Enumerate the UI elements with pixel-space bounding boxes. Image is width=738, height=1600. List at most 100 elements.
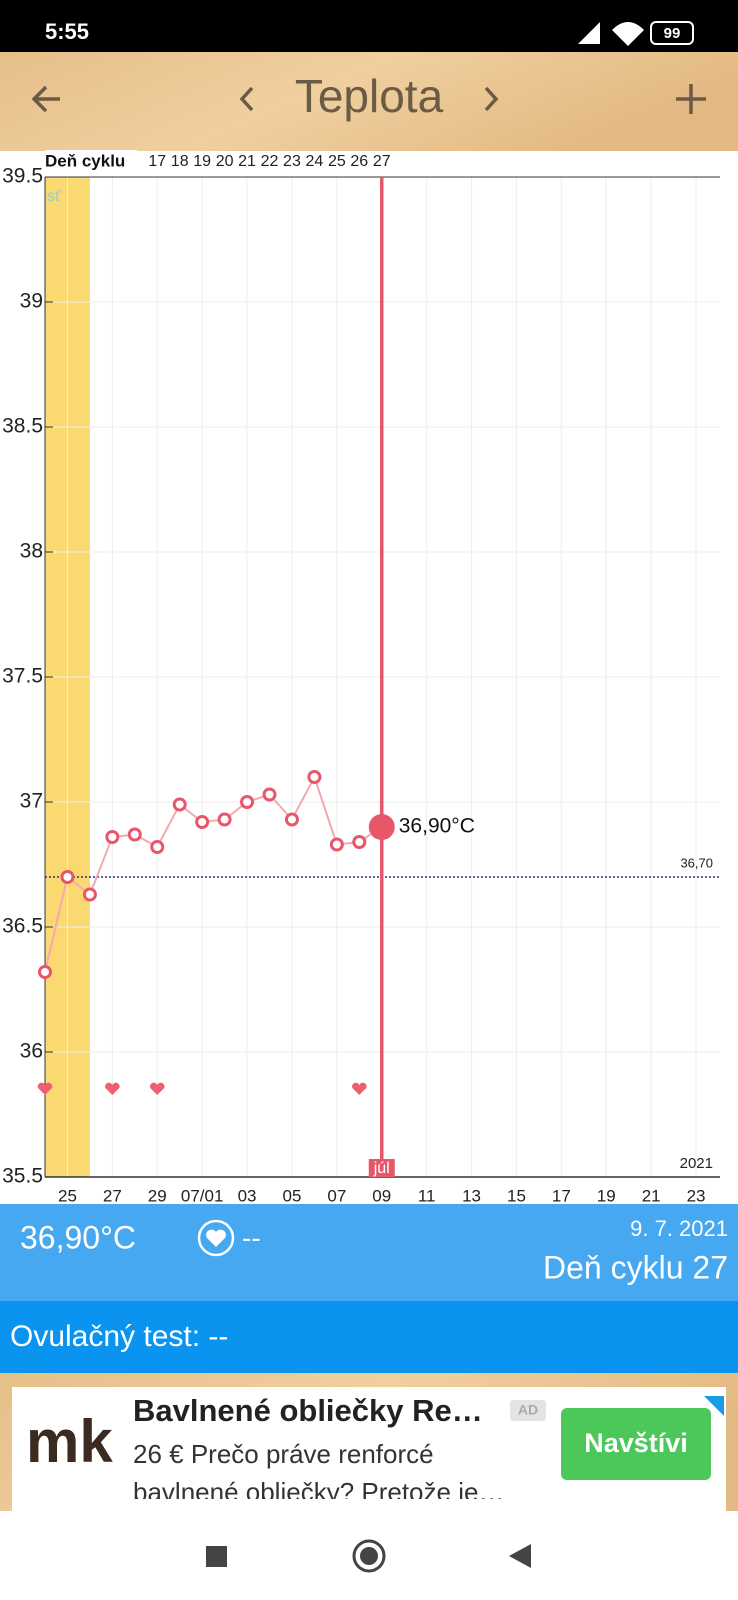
heart-glyph (206, 1229, 226, 1247)
temperature: 36,90°C (20, 1219, 136, 1255)
y-tick-label: 36.5 (2, 915, 43, 938)
recents-button[interactable] (206, 1546, 227, 1567)
home-button[interactable] (352, 1539, 386, 1573)
date: 9. 7. 2021 (630, 1216, 728, 1241)
y-tick-label: 39 (20, 290, 43, 313)
cycle-day-label: 23 (283, 153, 301, 170)
x-tick-label: 21 (642, 1186, 661, 1205)
x-tick-label: 15 (507, 1186, 526, 1205)
temperature-line (44, 774, 383, 973)
y-tick-label: 37 (20, 790, 43, 813)
temperature-point (82, 887, 97, 902)
cycle-day-label: 26 (350, 153, 368, 170)
intercourse-marker (351, 1082, 367, 1095)
x-tick-label: 17 (552, 1186, 571, 1205)
y-tick-label: 39.5 (2, 165, 43, 188)
y-tick-label: 38 (20, 540, 43, 563)
temperature-point (307, 770, 322, 784)
x-tick-label: 05 (282, 1186, 301, 1205)
value-label: 36,90°C (399, 815, 475, 838)
ad-button[interactable] (561, 1408, 711, 1480)
back-nav-button[interactable] (509, 1544, 531, 1568)
y-tick-label: 35.5 (2, 1165, 43, 1188)
period-label: sť (47, 188, 62, 205)
x-tick-label: 19 (597, 1186, 616, 1205)
ovulation-test: Ovulačný test: -- (10, 1320, 228, 1353)
year-label: 2021 (680, 1155, 713, 1172)
intercourse-marker (149, 1082, 165, 1095)
temperature-point (240, 795, 255, 809)
x-tick-label: 07/01 (181, 1186, 224, 1205)
ad-text-2: bavlnené obliečky? Pretože je… (133, 1477, 504, 1507)
reference-label: 36,70 (680, 855, 713, 870)
x-tick-label: 09 (372, 1186, 391, 1205)
ad-logo: mk (26, 1408, 113, 1475)
intercourse-marker (105, 1082, 120, 1095)
intercourse: -- (242, 1222, 261, 1253)
temperature-point (150, 840, 165, 854)
battery (650, 21, 694, 45)
x-tick-label: 13 (462, 1186, 481, 1205)
cycle-day-label: 24 (306, 153, 324, 170)
cycle-day-label: 18 (171, 153, 189, 170)
wifi-icon (612, 22, 644, 46)
temperature-point (105, 830, 120, 844)
ad-button-label: Navštívi (584, 1428, 688, 1458)
heart-icon (197, 1219, 235, 1257)
x-tick-label: 29 (148, 1186, 167, 1205)
ovulation-bar[interactable] (0, 1301, 738, 1373)
y-tick-label: 38.5 (2, 415, 43, 438)
cycle-day-label: 27 (373, 153, 391, 170)
month-label: júl (373, 1160, 390, 1177)
ad-badge: AD (518, 1402, 538, 1418)
status-bar (0, 0, 738, 52)
ad-title: Bavlnené obliečky Re… (133, 1393, 483, 1428)
x-tick-label: 03 (238, 1186, 257, 1205)
prev-button[interactable] (239, 86, 254, 112)
cycle-day-label: 22 (261, 153, 279, 170)
cycle-day-label: 17 (148, 153, 166, 170)
add-button[interactable] (676, 84, 706, 114)
cycle-day-label: 20 (216, 153, 234, 170)
signal-icon (578, 22, 600, 44)
ad-text-1: 26 € Prečo práve renforcé (133, 1439, 434, 1469)
y-tick-label: 36 (20, 1040, 43, 1063)
temperature-point (60, 870, 75, 884)
y-tick-label: 37.5 (2, 665, 43, 688)
temperature-point (127, 827, 142, 842)
x-tick-label: 11 (418, 1186, 436, 1205)
screen-title: Teplota (295, 70, 444, 122)
app-bar (0, 52, 738, 151)
back-button[interactable] (31, 85, 60, 113)
cycle-day-title: Deň cyklu (45, 151, 125, 170)
x-tick-label: 23 (687, 1186, 706, 1205)
temperature-point (217, 812, 232, 827)
x-tick-label: 07 (327, 1186, 346, 1205)
summary-panel (0, 1204, 738, 1301)
intercourse-marker (37, 1082, 53, 1095)
temperature-point (38, 965, 52, 979)
clock: 5:55 (45, 19, 89, 44)
temperature-point (172, 797, 187, 812)
battery-level: 99 (664, 25, 681, 42)
temperature-point (284, 812, 299, 827)
x-tick-label: 27 (103, 1186, 122, 1205)
cycle-day-label: 21 (238, 153, 256, 170)
temperature-point (262, 787, 277, 802)
next-button[interactable] (484, 86, 499, 112)
selected-point (368, 814, 395, 840)
x-tick-label: 25 (58, 1186, 77, 1205)
cycle-day-label: 19 (193, 153, 211, 170)
cycle-day: Deň cyklu 27 (543, 1249, 728, 1285)
ad-choices[interactable] (704, 1396, 724, 1416)
cycle-day-label: 25 (328, 153, 346, 170)
cycle-title-bg (45, 150, 137, 174)
temperature-point (329, 837, 344, 852)
ad-badge-box (510, 1400, 546, 1421)
home-dot (360, 1547, 378, 1565)
temperature-point (352, 835, 367, 849)
temperature-point (195, 815, 210, 829)
